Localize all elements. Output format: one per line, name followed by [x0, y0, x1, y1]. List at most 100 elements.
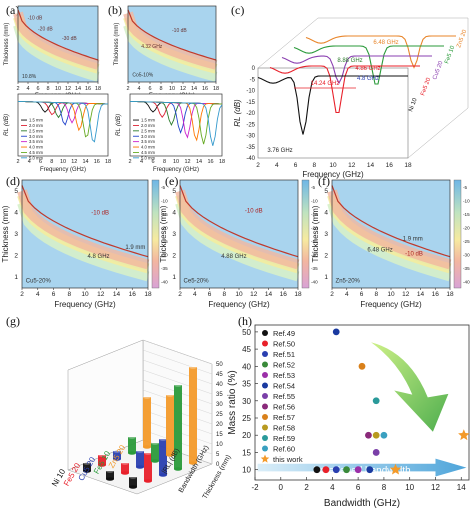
x-tick-label: 14 [113, 291, 121, 298]
bar-base [83, 469, 91, 473]
bar-base [174, 467, 182, 471]
bar-base [189, 461, 197, 465]
x-tick-label: 18 [105, 159, 111, 165]
x-tick-label: 8 [50, 159, 53, 165]
x-tick-label: 18 [95, 86, 101, 92]
colorbar-tick-label: -40 [463, 279, 470, 284]
annotation-label: 6.48 GHz [373, 40, 398, 46]
bar-top [83, 461, 91, 465]
x-tick-label: 16 [202, 86, 208, 92]
x-tick-label: 12 [65, 86, 71, 92]
panel-label-d: (d) [6, 174, 20, 188]
x-tick-label: 12 [431, 483, 440, 492]
x-axis-label: Frequency (GHz) [40, 167, 86, 173]
bar [113, 451, 121, 459]
legend-label: 4.5 mm [141, 150, 155, 155]
annotation-label: Ce5-20% [184, 279, 210, 285]
z-tick-label: 20 [216, 422, 223, 428]
x-tick-label: 16 [94, 159, 100, 165]
rl-series-line [17, 100, 108, 143]
y-tick-label: 2 [14, 253, 18, 260]
bar-top [151, 441, 159, 445]
bar [106, 471, 114, 479]
x-tick-label: 4 [193, 291, 197, 298]
x-tick-label: 6 [39, 159, 42, 165]
x-tick-label: 2 [178, 291, 182, 298]
x-tick-label: 6 [36, 86, 39, 92]
annotation-label: -30 dB [62, 36, 77, 42]
bar-base [151, 459, 159, 463]
annotation-label: Co5-10% [132, 73, 153, 79]
y-tick-label: -10 [246, 89, 255, 95]
x-tick-label: 8 [374, 291, 378, 298]
x-tick-label: 10 [169, 86, 175, 92]
legend-label: Ref.53 [273, 371, 295, 380]
y-tick-label: 10 [242, 466, 251, 475]
annotation-label: 4.32 GHz [141, 44, 163, 50]
x-tick-label: 8 [46, 86, 49, 92]
bar-top [113, 449, 121, 453]
y-tick-label: -35 [246, 145, 255, 151]
bar-base [106, 477, 114, 481]
y-tick-label: 2 [324, 253, 328, 260]
star-point [260, 454, 270, 463]
colorbar-tick-label: -25 [161, 239, 168, 244]
x-axis-label: Frequency (GHz) [54, 300, 116, 309]
bar-top [159, 437, 167, 441]
colorbar-tick-label: -30 [161, 252, 168, 257]
x-tick-label: 18 [219, 159, 225, 165]
annotation-label: 1.9 mm [125, 245, 145, 251]
series-label: Ni 10 [408, 97, 419, 113]
legend-label: 2.0 mm [141, 123, 155, 128]
rl-curve [281, 55, 432, 85]
x-axis-label: Frequency (GHz) [302, 170, 364, 179]
series-label: Fe5 20 [420, 76, 432, 96]
colorbar-tick-label: -10 [161, 198, 168, 203]
bar [174, 385, 182, 469]
x-tick-label: 14 [265, 291, 273, 298]
scatter-point [380, 431, 388, 439]
bar-top [136, 449, 144, 453]
rl-curve [293, 45, 444, 85]
legend-label: 4.5 mm [29, 150, 43, 155]
star-point [458, 429, 470, 441]
z-tick-label: 0 [216, 462, 220, 468]
heatmap-band [327, 201, 452, 282]
x-tick-label: 8 [163, 159, 166, 165]
y-tick-label: 5 [324, 188, 328, 195]
x-tick-label: 12 [184, 159, 190, 165]
bar-top [121, 461, 129, 465]
scatter-point [372, 431, 380, 439]
colorbar-tick-label: -20 [311, 225, 318, 230]
bar [166, 395, 174, 455]
y-tick-label: 0 [252, 66, 256, 72]
x-tick-label: 18 [144, 291, 152, 298]
y-tick-label: -5 [250, 77, 256, 83]
z-tick-label: 40 [216, 382, 223, 388]
panel-label-g: (g) [6, 314, 20, 328]
x-tick-label: 4 [330, 483, 335, 492]
bar-top [166, 393, 174, 397]
bar-base [98, 463, 106, 467]
contour-10db [17, 9, 99, 61]
x-tick-label: 4 [140, 159, 143, 165]
x-axis-label: Bandwidth (GHz) [324, 498, 400, 509]
annotation-label: -10 dB [245, 208, 263, 214]
annotation-label: 10.8% [22, 74, 37, 80]
x-tick-label: 14 [191, 86, 197, 92]
series-label: Fe5 10 [444, 44, 456, 64]
y-tick-label: 1 [324, 274, 328, 281]
legend-label: Ref.54 [273, 382, 295, 391]
y-tick-label: -25 [246, 122, 255, 128]
y-tick-label: 40 [242, 362, 251, 371]
colorbar-tick-label: -25 [463, 239, 470, 244]
y-tick-label: 30 [242, 397, 251, 406]
y-tick-label: -20 [246, 111, 255, 117]
bar [98, 455, 106, 465]
rl-plot-b-bottom: 1.5 mm2.0 mm2.5 mm3.0 mm3.5 mm4.0 mm4.5 … [115, 93, 225, 173]
legend-marker [262, 382, 268, 389]
legend-label: Ref.52 [273, 361, 295, 370]
x-tick-label: 6 [151, 159, 154, 165]
